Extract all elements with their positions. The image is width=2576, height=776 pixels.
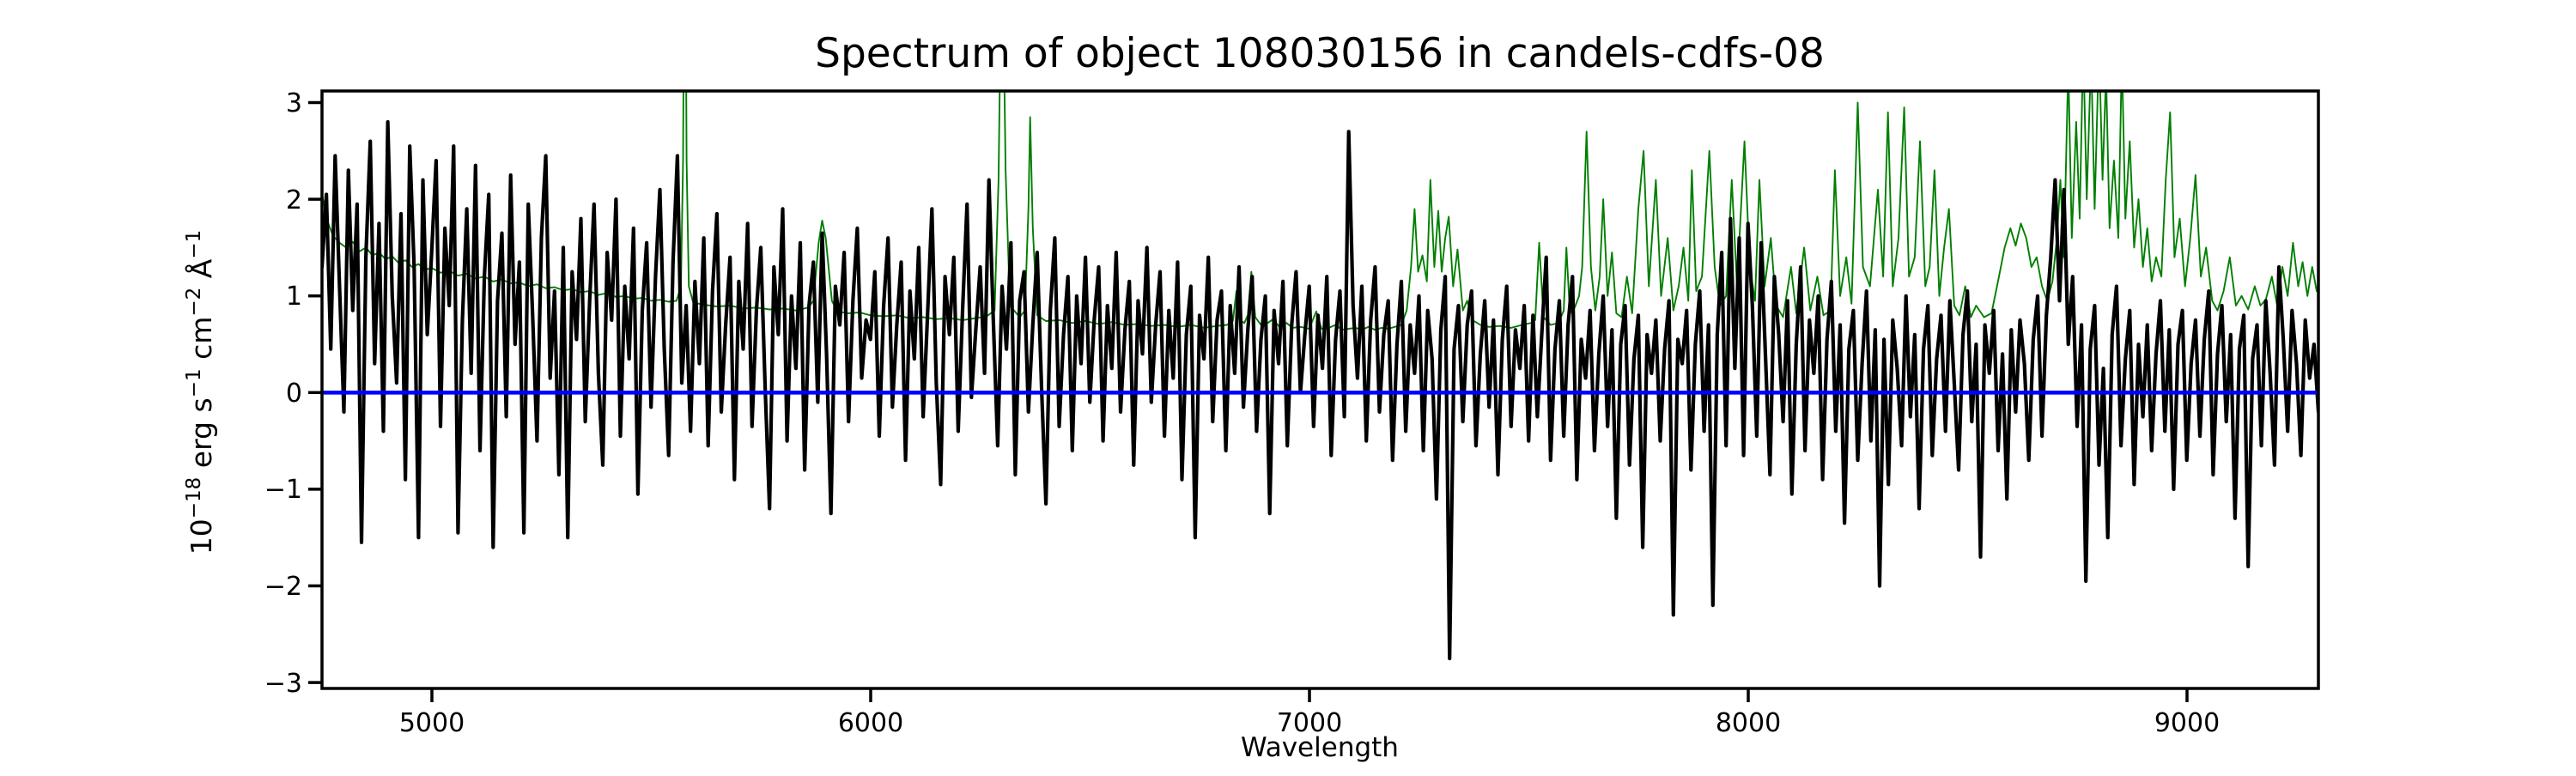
series-layer	[322, 91, 2318, 661]
object-flux-spectrum-line	[322, 119, 2318, 661]
y-tick-label: −3	[264, 669, 302, 699]
x-axis-label: Wavelength	[1241, 732, 1399, 763]
y-axis-label: 10−18 erg s−1 cm−2 Å−1	[183, 230, 218, 555]
y-tick-label: −2	[264, 572, 302, 602]
x-tick-label: 5000	[399, 708, 465, 738]
x-tick-label: 7000	[1277, 708, 1342, 738]
axes-spines	[320, 89, 2320, 690]
y-tick-label: 2	[286, 185, 302, 215]
y-tick-label: −1	[264, 475, 302, 505]
sky-noise-spectrum-line	[322, 91, 2318, 331]
x-tick-labels: 5000 6000 7000 8000 9000	[399, 708, 2220, 738]
x-tick-label: 8000	[1716, 708, 1781, 738]
y-tick-marks	[308, 100, 322, 684]
chart-title: Spectrum of object 108030156 in candels-…	[815, 30, 1825, 77]
y-tick-label: 3	[286, 88, 302, 118]
x-tick-marks	[430, 688, 2189, 702]
y-tick-label: 0	[286, 379, 302, 409]
y-tick-labels: 3 2 1 0 −1 −2 −3	[264, 88, 302, 699]
plot-area	[322, 91, 2318, 688]
y-tick-label: 1	[286, 282, 302, 312]
x-tick-label: 6000	[838, 708, 903, 738]
x-tick-label: 9000	[2154, 708, 2220, 738]
